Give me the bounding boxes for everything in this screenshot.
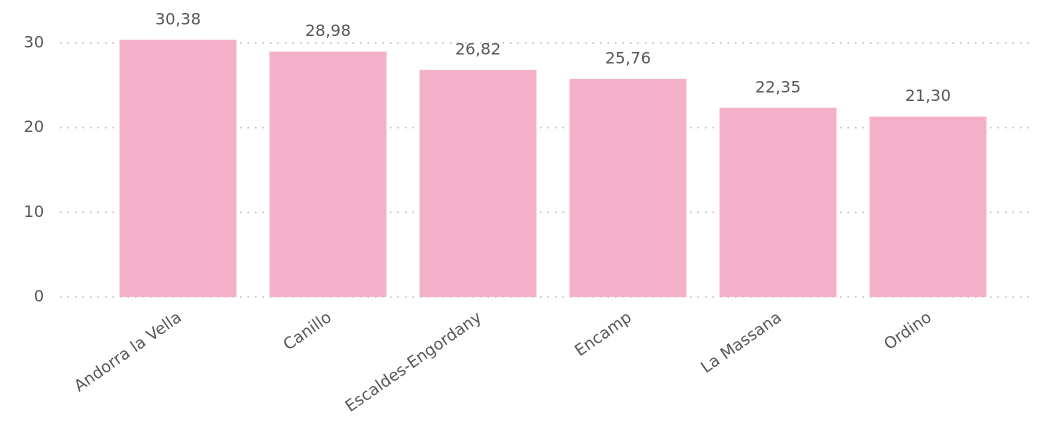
y-tick-label: 20 [24,117,44,136]
bar [419,69,537,297]
value-label: 28,98 [305,21,351,40]
x-tick-label: Andorra la Vella [70,307,184,395]
y-tick-label: 10 [24,202,44,221]
x-tick-label: La Massana [697,307,785,376]
bar [119,39,237,298]
value-label: 21,30 [905,86,951,105]
x-tick-label: Escaldes-Engordany [342,307,485,415]
y-tick-label: 30 [24,33,44,52]
value-label: 25,76 [605,48,651,67]
value-label: 22,35 [755,77,801,96]
bar [719,107,837,298]
y-tick-label: 0 [34,287,44,306]
bar [569,78,687,297]
value-label: 30,38 [155,9,201,28]
bar [269,51,387,297]
x-tick-label: Ordino [880,307,935,353]
x-tick-label: Canillo [280,307,335,354]
bar [869,116,987,297]
value-label: 26,82 [455,39,501,58]
x-tick-label: Encamp [571,307,635,360]
